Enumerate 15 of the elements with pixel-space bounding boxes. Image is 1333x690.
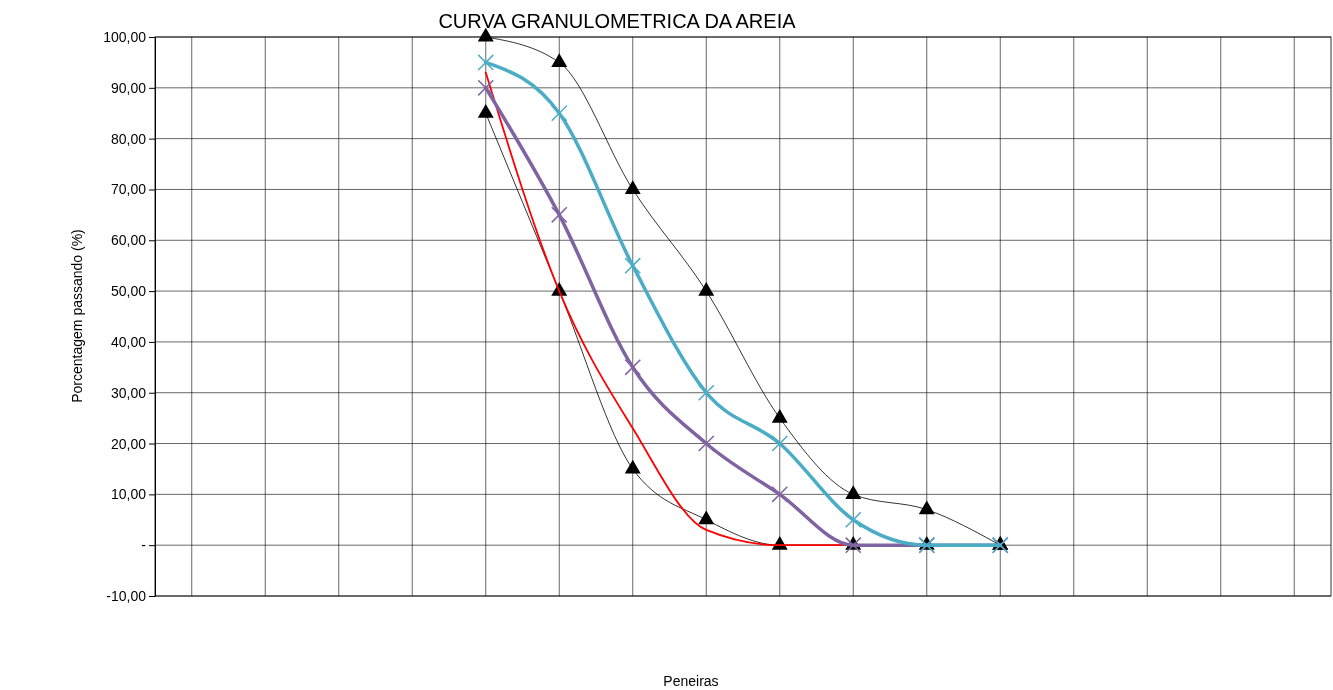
y-tick-label: -10,00 [106, 587, 147, 604]
y-tick-label: 10,00 [110, 486, 147, 503]
x-axis-title: Peneiras [663, 673, 719, 689]
y-tick-label: 90,00 [110, 79, 147, 96]
chart-title: CURVA GRANULOMETRICA DA AREIA [438, 10, 797, 32]
y-tick-label: - [141, 537, 147, 554]
y-tick-label: 40,00 [110, 333, 147, 350]
y-tick-label: 30,00 [110, 384, 147, 401]
y-tick-label: 50,00 [110, 283, 147, 300]
y-tick-label: 70,00 [110, 181, 147, 198]
y-axis-title: Porcentagem passando (%) [69, 229, 85, 403]
y-tick-label: 80,00 [110, 130, 147, 147]
y-tick-label: 100,00 [103, 28, 147, 45]
y-tick-label: 60,00 [110, 232, 147, 249]
y-tick-label: 20,00 [110, 435, 147, 452]
